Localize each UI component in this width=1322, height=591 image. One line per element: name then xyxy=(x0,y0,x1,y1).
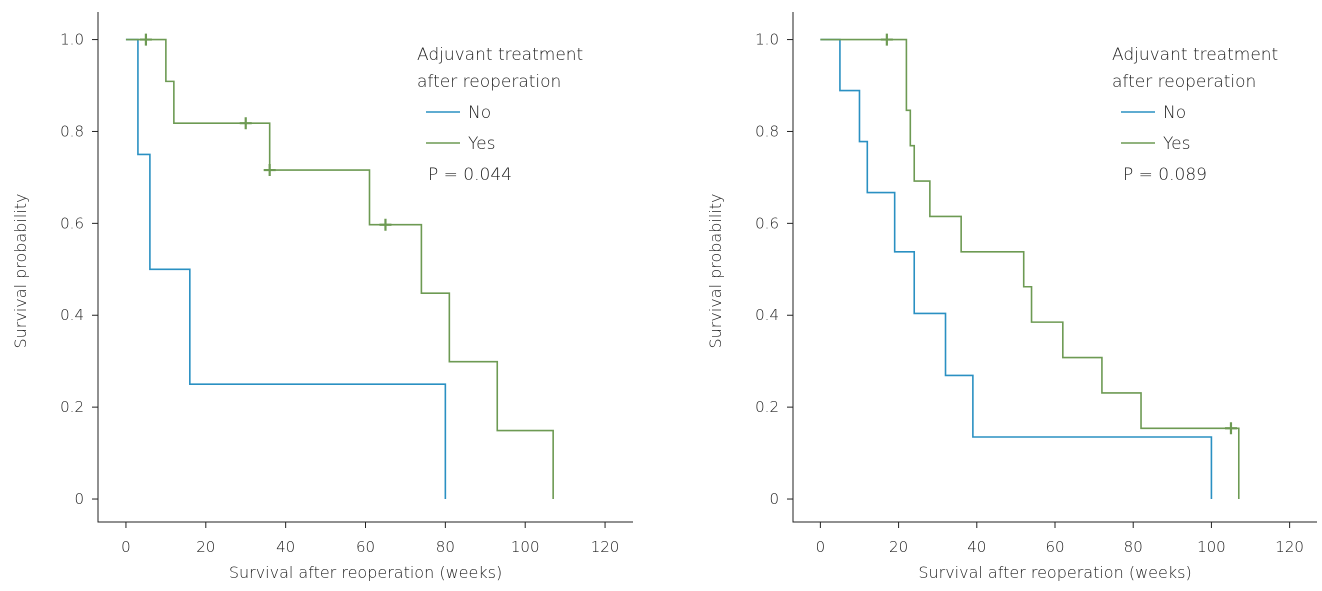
y-tick-label: 0.4 xyxy=(60,306,84,324)
survival-chart-right: 0 0.2 0.4 0.6 0.8 1.0 0 20 40 60 80 100 120 Survival … xyxy=(706,12,1317,582)
y-tick-label: 0.2 xyxy=(755,398,779,416)
x-tick-label: 60 xyxy=(356,538,375,556)
y-tick-label: 0.8 xyxy=(60,122,84,140)
x-tick-label: 100 xyxy=(1197,538,1226,556)
x-tick-label: 20 xyxy=(889,538,908,556)
x-tick-label: 40 xyxy=(967,538,986,556)
series-no-curve xyxy=(125,38,447,500)
y-tick-label: 0 xyxy=(74,490,84,508)
x-tick-label: 20 xyxy=(196,538,215,556)
legend-title-line-2: after reoperation xyxy=(1112,72,1256,92)
p-value: P = 0.089 xyxy=(1123,165,1207,185)
legend-entry-no: No xyxy=(1163,103,1186,123)
legend-title-line-2: after reoperation xyxy=(417,72,561,92)
censor-mark xyxy=(1224,422,1237,435)
series-yes-curve xyxy=(820,38,1240,500)
y-tick-label: 1.0 xyxy=(60,31,84,49)
axes-frame xyxy=(97,12,633,523)
censor-mark xyxy=(139,33,152,46)
legend-entry-yes: Yes xyxy=(1163,134,1190,154)
y-tick-label: 0.4 xyxy=(755,306,779,324)
x-tick-label: 120 xyxy=(591,538,620,556)
y-tick-label: 0.6 xyxy=(755,214,779,232)
censor-mark xyxy=(880,33,893,46)
legend-title-line-1: Adjuvant treatment xyxy=(417,45,583,65)
y-tick-label: 0.2 xyxy=(60,398,84,416)
censor-mark xyxy=(379,218,392,231)
x-axis-label: Survival after reoperation (weeks) xyxy=(229,563,502,582)
y-axis-label: Survival probability xyxy=(11,194,30,349)
y-tick-label: 0 xyxy=(769,490,779,508)
x-tick-label: 80 xyxy=(1124,538,1143,556)
y-axis-label: Survival probability xyxy=(706,194,725,349)
x-tick-label: 40 xyxy=(276,538,295,556)
x-tick-label: 0 xyxy=(121,538,131,556)
y-tick-label: 1.0 xyxy=(755,31,779,49)
x-tick-label: 0 xyxy=(816,538,826,556)
survival-chart-left: 0 0.2 0.4 0.6 0.8 1.0 0 20 40 60 80 100 120 Survival … xyxy=(11,12,633,582)
legend-title-line-1: Adjuvant treatment xyxy=(1112,45,1278,65)
p-value: P = 0.044 xyxy=(428,165,512,185)
series-yes-curve xyxy=(125,38,554,500)
x-tick-label: 120 xyxy=(1275,538,1304,556)
legend-entry-no: No xyxy=(468,103,491,123)
y-tick-label: 0.6 xyxy=(60,214,84,232)
axes-frame xyxy=(792,12,1317,523)
series-no-curve xyxy=(820,38,1213,500)
x-tick-label: 80 xyxy=(436,538,455,556)
censor-mark xyxy=(239,117,252,130)
x-axis-label: Survival after reoperation (weeks) xyxy=(918,563,1191,582)
y-tick-label: 0.8 xyxy=(755,122,779,140)
x-tick-label: 60 xyxy=(1045,538,1064,556)
legend-entry-yes: Yes xyxy=(468,134,495,154)
censor-mark xyxy=(263,164,276,177)
x-tick-label: 100 xyxy=(511,538,540,556)
